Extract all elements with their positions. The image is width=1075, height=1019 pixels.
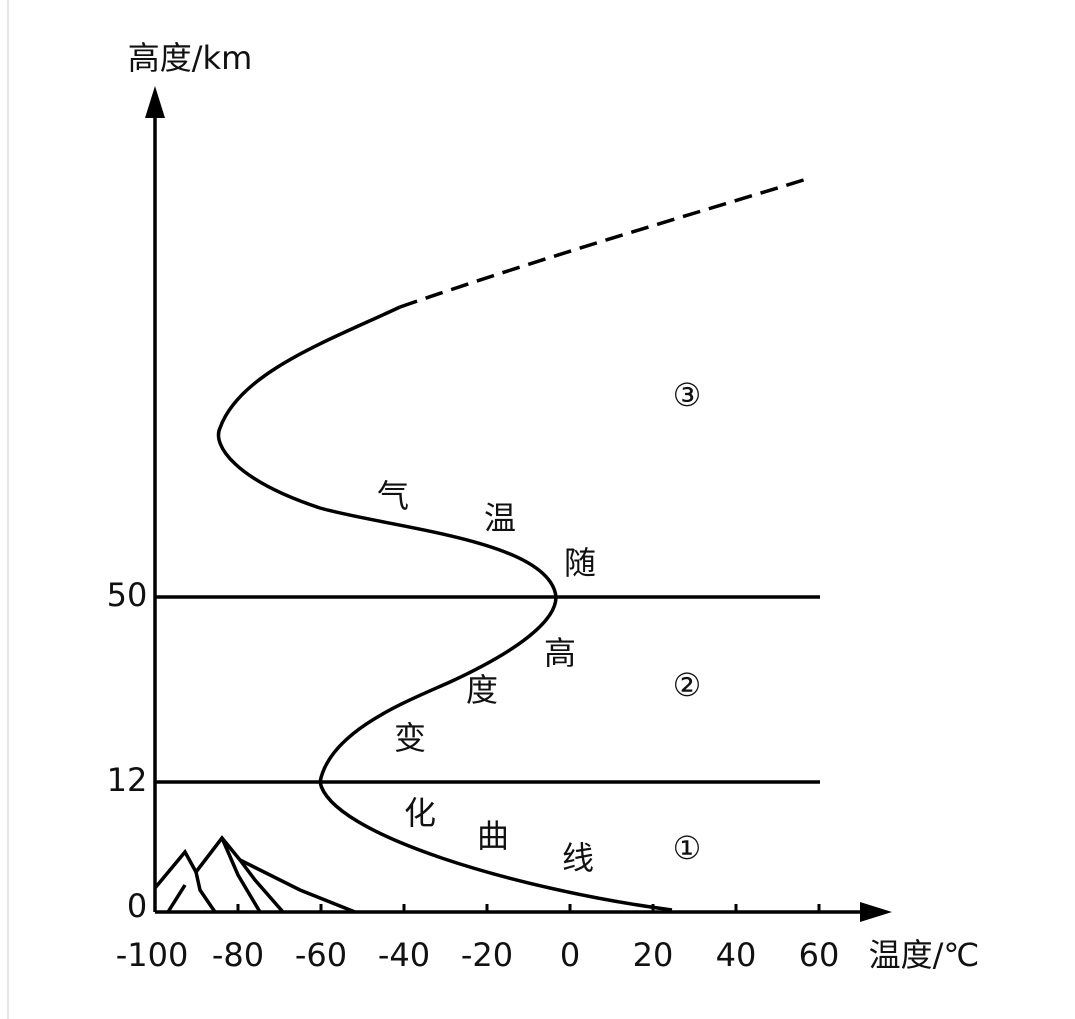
caption-char: 温 bbox=[484, 499, 516, 537]
y-arrow bbox=[145, 86, 165, 118]
layer-label: ② bbox=[673, 666, 702, 704]
temperature-curve bbox=[216, 305, 673, 912]
caption-char: 气 bbox=[377, 477, 409, 515]
x-tick-label: 0 bbox=[560, 936, 580, 974]
caption-char: 随 bbox=[564, 544, 596, 582]
y-tick-label: 12 bbox=[107, 761, 148, 799]
caption-char: 高 bbox=[544, 634, 576, 672]
caption-char: 变 bbox=[394, 719, 426, 757]
x-arrow bbox=[860, 902, 892, 922]
x-tick-label: -20 bbox=[461, 936, 513, 974]
x-tick-label: -100 bbox=[116, 936, 189, 974]
y-tick-label: 50 bbox=[107, 576, 148, 614]
x-tick-label: 20 bbox=[633, 936, 674, 974]
x-tick-label: -40 bbox=[378, 936, 430, 974]
y-axis-label: 高度/km bbox=[128, 39, 253, 77]
x-axis-label: 温度/℃ bbox=[869, 936, 980, 974]
y-tick-label: 0 bbox=[127, 887, 147, 925]
x-tick-label: -60 bbox=[295, 936, 347, 974]
x-tick-label: -80 bbox=[212, 936, 264, 974]
mountain bbox=[166, 837, 285, 914]
x-tick-label: 60 bbox=[799, 936, 840, 974]
temperature-curve-dashed bbox=[399, 176, 811, 309]
layer-label: ③ bbox=[673, 376, 702, 414]
x-tick-label: 40 bbox=[716, 936, 757, 974]
caption-char: 化 bbox=[404, 794, 436, 832]
caption-char: 度 bbox=[466, 671, 498, 709]
caption-char: 曲 bbox=[477, 817, 509, 855]
caption-char: 线 bbox=[562, 839, 594, 877]
layer-label: ① bbox=[673, 829, 702, 867]
